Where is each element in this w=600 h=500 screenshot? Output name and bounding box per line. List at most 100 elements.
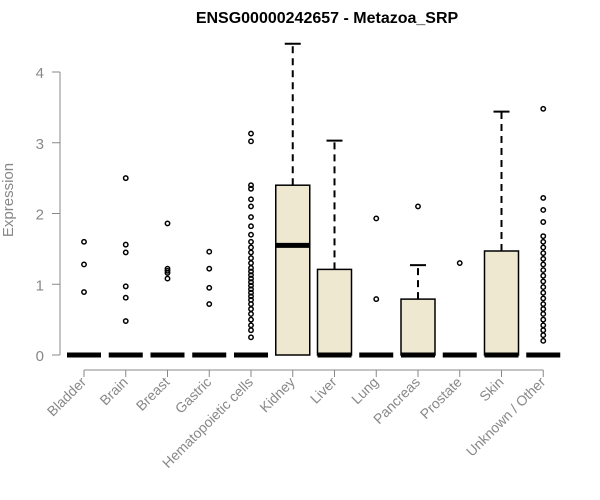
outlier-point [248,203,254,210]
box-liver [316,139,353,358]
outlier-point [164,275,171,282]
outlier-point [415,203,421,210]
x-tick-label: Brain [96,374,130,408]
box-skin [483,110,520,358]
outlier-point [248,293,254,300]
chart-title: ENSG00000242657 - Metazoa_SRP [196,10,459,27]
outlier-point [248,296,254,303]
x-tick-label: Prostate [417,374,465,422]
y-tick-label: 1 [36,277,44,294]
x-tick-label: Bladder [44,374,90,420]
box-bladder [67,238,101,358]
x-tick-label: Lung [348,374,381,407]
outlier-point [206,301,213,308]
outlier-point [540,301,547,308]
outlier-point [248,316,254,323]
box-pancreas [400,203,436,358]
x-tick-label: Skin [476,374,507,405]
box-rect [400,298,436,356]
y-tick-label: 4 [36,65,44,82]
outlier-point [248,334,254,341]
outlier-point [540,278,547,285]
outlier-point [248,244,254,251]
box-breast [150,220,185,358]
outlier-point [122,318,129,324]
outlier-point [248,185,254,192]
y-axis: 0 1 2 3 4 [36,65,61,365]
outlier-point [81,289,87,295]
outlier-point [248,255,254,262]
outlier-point [248,272,254,279]
outlier-point [540,261,547,268]
outlier-point [206,248,213,255]
x-tick-label: Unknown / Other [463,374,549,460]
outlier-point [540,207,547,213]
outlier-point [81,238,87,245]
outlier-point [373,215,380,222]
outlier-point [248,282,254,289]
outlier-point [540,272,547,279]
outlier-point [248,289,254,296]
y-axis-label: Expression [0,163,17,237]
outlier-point [540,295,547,302]
outlier-point [248,138,254,145]
outlier-point [248,265,254,271]
outlier-point [540,337,547,344]
outlier-point [540,306,547,312]
outlier-point [164,265,171,272]
outlier-point [248,268,254,275]
outlier-point [81,261,87,268]
x-tick-label: Breast [133,374,173,414]
outlier-point [248,223,254,230]
outlier-point [248,279,254,286]
box-rect [316,268,353,356]
box-brain [108,175,143,358]
box-gastric [192,248,227,358]
outlier-point [206,284,213,291]
outlier-point [248,182,254,189]
boxes-group [67,42,561,358]
y-tick-label: 3 [36,136,44,153]
box-hematopoietic-cells [234,130,268,358]
box-rect [483,250,520,356]
outlier-point [248,311,254,317]
outlier-point [248,327,254,334]
outlier-point [248,196,254,203]
outlier-point [540,322,547,329]
box-unknown-other [526,105,561,358]
outlier-point [122,175,129,182]
x-tick-label: Kidney [256,374,298,416]
outlier-point [540,255,547,262]
outlier-point [540,233,547,240]
box-lung [359,215,394,358]
outlier-point [122,241,129,248]
outlier-point [540,219,547,225]
outlier-point [540,105,547,112]
outlier-point [248,249,254,256]
outlier-point [540,316,547,323]
outlier-point [122,283,129,290]
outlier-point [248,238,254,245]
outlier-point [206,265,213,272]
outlier-point [540,284,547,291]
outlier-point [248,260,254,266]
outlier-point [540,194,547,201]
outlier-point [248,275,254,282]
outlier-point [122,294,129,301]
outlier-point [248,286,254,293]
outlier-point [164,220,171,227]
outlier-point [456,260,463,266]
box-rect [275,184,311,356]
outlier-point [122,249,129,256]
x-tick-label: Liver [307,374,340,407]
box-kidney [275,42,311,356]
outlier-point [540,238,547,245]
outlier-point [248,130,254,137]
outlier-point [248,322,254,329]
outlier-point [164,267,171,274]
outlier-point [540,327,547,334]
outlier-point [373,296,380,303]
y-tick-label: 0 [36,348,44,365]
